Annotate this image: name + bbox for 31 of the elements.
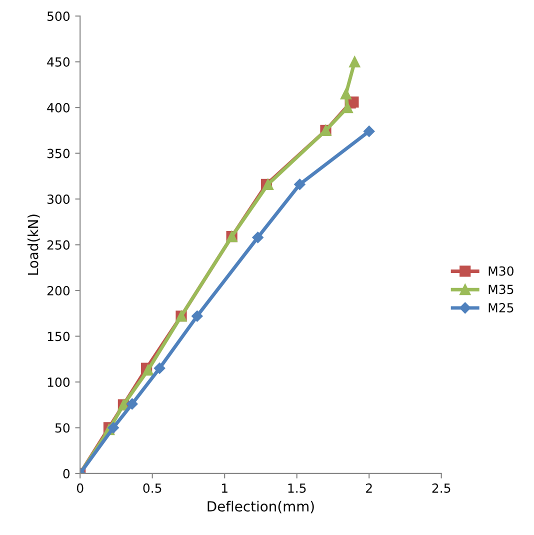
y-tick-label: 150 [48,332,70,342]
point [126,398,138,410]
y-tick-label: 300 [47,194,70,204]
point [252,232,264,244]
y-tick-label: 400 [47,103,70,112]
point [349,56,360,68]
y-tick-label: 500 [47,12,70,21]
x-tick-label: 2 [366,483,372,493]
x-tick-label: 0.5 [143,483,162,493]
point [363,126,375,137]
x-tick-label: 2.5 [432,483,450,493]
x-axis-title: Deflection(mm) [208,500,314,514]
point [154,362,166,374]
y-tick-label: 450 [47,57,70,67]
x-tick-label: 1 [222,484,228,493]
y-tick-label: 200 [47,286,70,296]
y-tick-label: 0 [63,468,70,478]
y-tick-label: 100 [48,377,70,387]
y-tick-label: 250 [47,240,70,250]
point [192,310,203,322]
y-tick-label: 50 [55,423,70,433]
x-tick-label: 1.5 [288,484,306,493]
y-tick-label: 350 [47,148,70,158]
point [108,422,119,434]
legend-label: M30 [488,266,514,276]
x-tick-label: 0 [76,483,84,493]
legend-label: M25 [488,303,514,312]
point [340,88,352,100]
point [294,178,306,190]
y-axis-title: Load(kN) [28,214,40,275]
legend-label: M35 [488,284,514,294]
